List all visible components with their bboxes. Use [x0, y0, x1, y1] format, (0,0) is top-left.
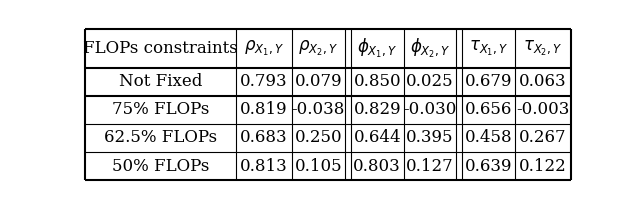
Text: 0.105: 0.105: [294, 158, 342, 174]
Text: $\rho_{X_1,Y}$: $\rho_{X_1,Y}$: [244, 39, 284, 58]
Text: -0.030: -0.030: [403, 101, 457, 118]
Text: 0.793: 0.793: [240, 73, 288, 90]
Text: 0.683: 0.683: [240, 129, 288, 146]
Text: 0.803: 0.803: [353, 158, 401, 174]
Text: 0.395: 0.395: [406, 129, 454, 146]
Text: $\rho_{X_2,Y}$: $\rho_{X_2,Y}$: [298, 39, 339, 58]
Text: $\tau_{X_2,Y}$: $\tau_{X_2,Y}$: [524, 39, 563, 58]
Text: 0.639: 0.639: [465, 158, 513, 174]
Text: 0.850: 0.850: [353, 73, 401, 90]
Text: $\tau_{X_1,Y}$: $\tau_{X_1,Y}$: [469, 39, 509, 58]
Text: 0.025: 0.025: [406, 73, 454, 90]
Text: Not Fixed: Not Fixed: [119, 73, 202, 90]
Text: 75% FLOPs: 75% FLOPs: [112, 101, 209, 118]
Text: -0.038: -0.038: [292, 101, 345, 118]
Text: 0.267: 0.267: [519, 129, 567, 146]
Text: 0.656: 0.656: [465, 101, 513, 118]
Text: FLOPs constraints: FLOPs constraints: [83, 40, 238, 57]
Text: 0.079: 0.079: [294, 73, 342, 90]
Text: 0.127: 0.127: [406, 158, 454, 174]
Text: 0.829: 0.829: [353, 101, 401, 118]
Text: 0.458: 0.458: [465, 129, 513, 146]
Text: 0.063: 0.063: [519, 73, 567, 90]
Text: 0.679: 0.679: [465, 73, 513, 90]
Text: 0.819: 0.819: [240, 101, 288, 118]
Text: -0.003: -0.003: [516, 101, 570, 118]
Text: 0.122: 0.122: [519, 158, 567, 174]
Text: $\phi_{X_1,Y}$: $\phi_{X_1,Y}$: [357, 37, 397, 60]
Text: 0.250: 0.250: [294, 129, 342, 146]
Text: 50% FLOPs: 50% FLOPs: [112, 158, 209, 174]
Text: 62.5% FLOPs: 62.5% FLOPs: [104, 129, 217, 146]
Text: $\phi_{X_2,Y}$: $\phi_{X_2,Y}$: [410, 37, 450, 60]
Text: 0.813: 0.813: [240, 158, 288, 174]
Text: 0.644: 0.644: [353, 129, 401, 146]
